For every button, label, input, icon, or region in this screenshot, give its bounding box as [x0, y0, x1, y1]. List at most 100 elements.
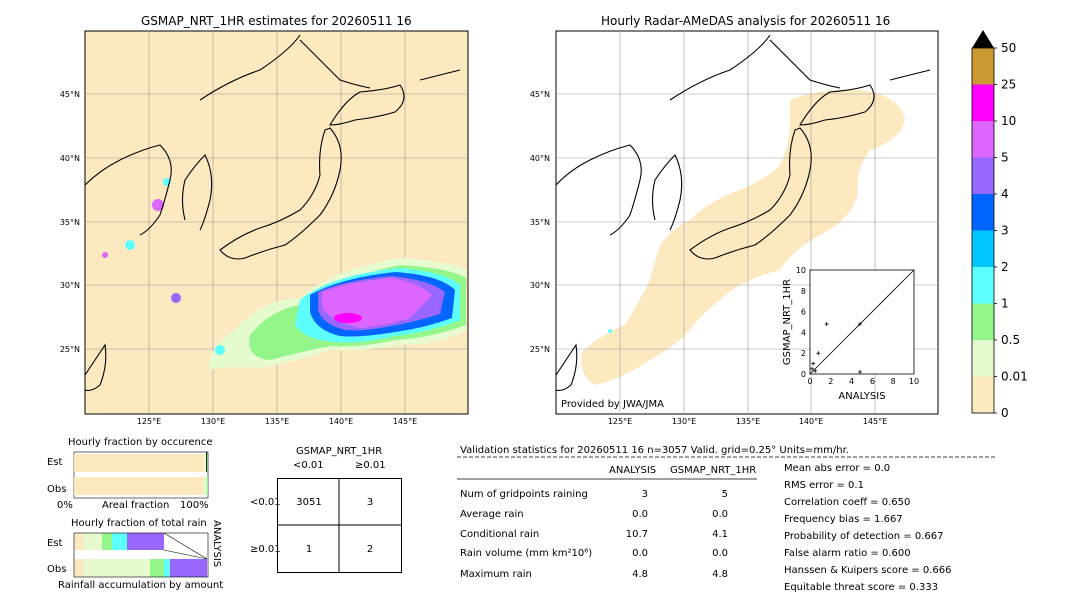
colorbar-block [972, 267, 994, 304]
scatter-point [857, 369, 862, 374]
score-line: RMS error = 0.1 [784, 480, 864, 491]
lon-label: 140°E [799, 417, 823, 426]
scatter-ytick: 6 [801, 308, 806, 317]
stat-gsmap: 4.8 [712, 569, 728, 580]
left-map-coastline [84, 34, 461, 391]
stat-gsmap: 4.1 [712, 529, 728, 540]
score-line: Frequency bias = 1.667 [784, 514, 903, 525]
occurrence-bar [206, 477, 208, 495]
lon-label: 145°E [393, 417, 417, 426]
lon-label: 125°E [608, 417, 632, 426]
score-line: Mean abs error = 0.0 [784, 463, 891, 474]
occurrence-bar [74, 454, 204, 472]
lat-label: 45°N [60, 90, 80, 99]
occurrence-bar [203, 454, 207, 472]
total-rain-bar [74, 559, 84, 577]
stat-label: Maximum rain [460, 569, 532, 580]
stat-analysis: 4.8 [632, 569, 648, 580]
stat-analysis: 0.0 [632, 548, 648, 559]
total-rain-bar [84, 559, 150, 577]
occurrence-xlabel-mid: Areal fraction [102, 500, 170, 511]
scatter-plot: 00 2 2 4 4 6 6 8 8 10 10 ANALYSIS GSMAP_NRT_1HR [782, 266, 919, 402]
occurrence-xlabel-left: 0% [57, 500, 73, 511]
colorbar-label: 1 [1001, 297, 1009, 311]
lat-label: 35°N [60, 218, 80, 227]
scatter-point [810, 366, 815, 371]
contingency-row-lt: <0.01 [250, 497, 281, 508]
colorbar-label: 50 [1001, 41, 1016, 55]
contingency-col-lt: <0.01 [293, 460, 324, 471]
colorbar-label: 3 [1001, 224, 1009, 238]
validation-header: Validation statistics for 20260511 16 n=… [460, 445, 849, 456]
lon-label: 130°E [672, 417, 696, 426]
occurrence-bar [203, 477, 207, 495]
stat-analysis: 10.7 [625, 529, 648, 540]
occurrence-row-obs: Obs [47, 484, 67, 495]
lon-label: 135°E [736, 417, 760, 426]
stat-gsmap: 5 [721, 489, 728, 500]
scatter-ytick: 8 [801, 287, 806, 296]
contingency-b: 3 [366, 497, 374, 508]
lat-label: 40°N [60, 154, 80, 163]
colorbar-label: 0 [1001, 406, 1009, 420]
left-map-rain [102, 178, 467, 370]
contingency-col-ge: ≥0.01 [355, 460, 386, 471]
lon-label: 135°E [265, 417, 289, 426]
left-map-lon-labels: 125°E 130°E 135°E 140°E 145°E [137, 417, 417, 426]
stat-gsmap: 0.0 [712, 548, 728, 559]
lat-label: 25°N [60, 345, 80, 354]
occurrence-title: Hourly fraction by occurence [68, 437, 213, 448]
contingency-d: 2 [366, 544, 374, 555]
contingency-row-ge: ≥0.01 [250, 544, 281, 555]
scatter-point [857, 322, 862, 327]
colorbar-block [972, 48, 994, 85]
occurrence-bar [74, 477, 204, 495]
validation-col-analysis: ANALYSIS [609, 465, 657, 476]
scatter-point [811, 361, 816, 366]
total-rain-row-est: Est [47, 538, 63, 549]
total-rain-title: Hourly fraction of total rain [71, 518, 207, 529]
colorbar-label: 25 [1001, 78, 1016, 92]
lat-label: 40°N [530, 154, 550, 163]
lat-label: 30°N [60, 281, 80, 290]
left-map-lat-labels: 45°N 40°N 35°N 30°N 25°N [60, 90, 80, 354]
right-map-grid [556, 31, 938, 414]
score-line: Hanssen & Kuipers score = 0.666 [784, 565, 952, 576]
total-rain-chart [73, 532, 209, 578]
diagonal-line [809, 269, 915, 375]
contingency-title: GSMAP_NRT_1HR [296, 446, 383, 457]
score-line: False alarm ratio = 0.600 [784, 548, 911, 559]
provided-by-label: Provided by JWA/JMA [561, 399, 664, 410]
scatter-point [816, 351, 821, 356]
validation-col-gsmap: GSMAP_NRT_1HR [670, 465, 757, 476]
occurrence-xlabel-right: 100% [180, 500, 209, 511]
lat-label: 45°N [530, 90, 550, 99]
contingency-grid [277, 478, 402, 573]
colorbar-block [972, 157, 994, 194]
contingency-side: ANALYSIS [211, 520, 222, 568]
stat-label: Rain volume (mm km²10⁶) [460, 548, 593, 559]
colorbar: 0 0.01 0.5 1 2 3 4 5 10 25 50 [971, 30, 1028, 420]
scatter-xtick: 0 [807, 377, 812, 386]
colorbar-label: 0.5 [1001, 333, 1020, 347]
stat-analysis: 3 [641, 489, 648, 500]
left-map: 45°N 40°N 35°N 30°N 25°N 125°E 130°E 135… [60, 30, 469, 426]
scatter-ytick: 4 [801, 328, 806, 337]
total-rain-xlabel: Rainfall accumulation by amount [58, 580, 224, 591]
total-rain-bar [150, 559, 164, 577]
lon-label: 130°E [201, 417, 225, 426]
scatter-xtick: 8 [891, 377, 896, 386]
colorbar-block [972, 303, 994, 340]
occurrence-bar [206, 454, 208, 472]
scatter-xtick: 4 [849, 377, 854, 386]
total-rain-row-obs: Obs [47, 564, 67, 575]
lat-label: 25°N [530, 345, 550, 354]
scatter-xtick: 2 [828, 377, 833, 386]
colorbar-label: 10 [1001, 114, 1016, 128]
right-map-title: Hourly Radar-AMeDAS analysis for 2026051… [601, 14, 891, 28]
scatter-xtick: 6 [870, 377, 875, 386]
total-rain-bar [112, 533, 127, 550]
stat-analysis: 0.0 [632, 509, 648, 520]
analysis-domain [581, 89, 905, 385]
colorbar-block [972, 84, 994, 121]
